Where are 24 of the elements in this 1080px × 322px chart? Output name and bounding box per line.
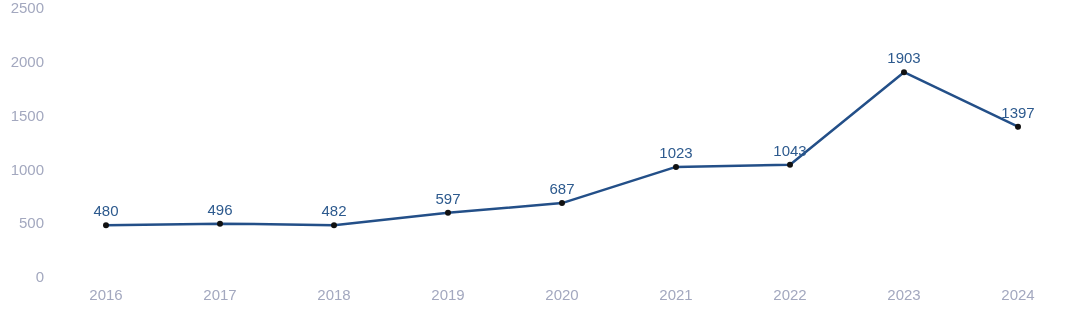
data-label: 1903	[887, 49, 921, 67]
x-tick-label: 2021	[659, 286, 693, 303]
data-label: 480	[93, 202, 119, 220]
y-tick-label: 500	[18, 214, 44, 232]
x-tick-label: 2020	[545, 286, 579, 303]
y-tick-label: 1500	[10, 106, 44, 124]
x-tick-label: 2022	[773, 286, 807, 303]
x-tick-label: 2018	[317, 286, 351, 303]
data-label: 496	[207, 200, 233, 218]
x-tick-label: 2017	[203, 286, 237, 303]
y-tick-label: 2500	[10, 0, 44, 17]
y-tick-label: 1000	[10, 160, 44, 178]
x-tick-label: 2016	[89, 286, 123, 303]
data-label: 482	[321, 202, 347, 220]
y-tick-label: 0	[35, 268, 44, 286]
x-tick-label: 2023	[887, 286, 921, 303]
data-label: 1023	[659, 143, 693, 161]
x-tick-label: 2024	[1001, 286, 1035, 303]
data-label: 1397	[1001, 103, 1035, 121]
data-label: 597	[435, 189, 461, 207]
y-tick-label: 2000	[10, 53, 44, 71]
data-label: 687	[549, 180, 575, 198]
x-tick-label: 2019	[431, 286, 465, 303]
data-label: 1043	[773, 141, 807, 159]
